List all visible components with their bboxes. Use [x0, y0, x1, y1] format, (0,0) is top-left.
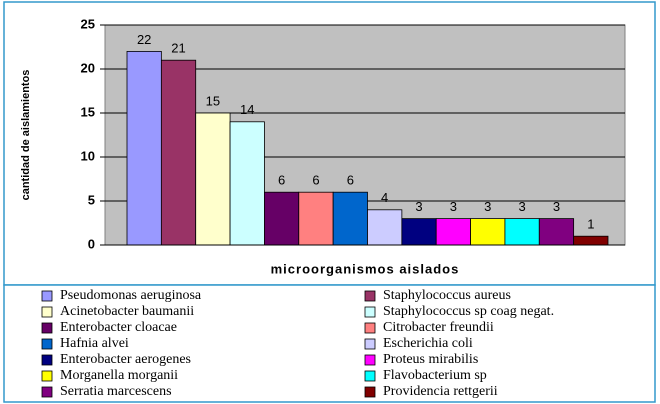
- legend-swatch: [41, 290, 53, 302]
- bar: [470, 218, 506, 246]
- legend-swatch: [364, 354, 376, 366]
- bar: [367, 209, 403, 246]
- data-label: 3: [518, 199, 525, 214]
- data-label: 6: [278, 173, 285, 188]
- data-label: 3: [450, 199, 457, 214]
- y-tick-label: 15: [81, 104, 95, 119]
- bar: [126, 51, 162, 246]
- data-label: 3: [484, 199, 491, 214]
- y-tick-label: 0: [88, 236, 95, 251]
- legend-label: Proteus mirabilis: [383, 352, 478, 367]
- legend-label: Citrobacter freundii: [383, 320, 494, 335]
- bar: [401, 218, 437, 246]
- bar: [160, 59, 197, 246]
- bar: [264, 191, 300, 246]
- legend-label: Providencia rettgerii: [383, 384, 498, 399]
- legend-swatch: [364, 338, 376, 350]
- data-label: 22: [137, 32, 151, 47]
- x-axis-label: microorganismos aislados: [271, 261, 460, 276]
- legend-swatch: [364, 386, 376, 398]
- data-label: 6: [312, 173, 319, 188]
- y-tick-label: 20: [81, 60, 95, 75]
- legend-swatch: [41, 370, 53, 382]
- bar: [298, 191, 334, 246]
- y-tick-label: 5: [88, 192, 95, 207]
- legend-label: Flavobacterium sp: [383, 368, 487, 383]
- bar: [573, 235, 609, 246]
- legend-label: Serratia marcescens: [60, 384, 172, 399]
- bar: [435, 218, 471, 246]
- legend-label: Staphylococcus aureus: [383, 288, 511, 303]
- legend-label: Enterobacter aerogenes: [60, 352, 191, 367]
- bar: [538, 218, 575, 246]
- bar: [229, 121, 265, 246]
- data-label: 14: [240, 102, 254, 117]
- legend-swatch: [41, 386, 53, 398]
- bar: [195, 112, 231, 246]
- bar: [332, 191, 368, 246]
- data-label: 6: [347, 173, 354, 188]
- legend-label: Staphylococcus sp coag negat.: [383, 304, 554, 319]
- legend-swatch: [364, 322, 376, 334]
- legend-swatch: [364, 370, 376, 382]
- y-axis-label: cantidad de aislamientos: [20, 70, 32, 201]
- data-label: 4: [381, 190, 388, 205]
- legend-swatch: [41, 338, 53, 350]
- legend-swatch: [41, 354, 53, 366]
- legend-swatch: [364, 306, 376, 318]
- bar: [504, 218, 540, 246]
- data-label: 1: [587, 217, 594, 232]
- legend-swatch: [364, 290, 376, 302]
- legend-label: Hafnia alvei: [60, 336, 129, 351]
- legend-label: Escherichia coli: [383, 336, 473, 351]
- y-tick-label: 25: [81, 16, 95, 31]
- legend-frame: [3, 284, 656, 403]
- data-label: 21: [171, 41, 185, 56]
- legend-swatch: [41, 322, 53, 334]
- data-label: 3: [415, 199, 422, 214]
- y-tick-label: 10: [81, 148, 95, 163]
- data-label: 15: [206, 93, 220, 108]
- legend-label: Pseudomonas aeruginosa: [60, 288, 202, 303]
- legend-label: Acinetobacter baumanii: [60, 304, 194, 319]
- legend-label: Enterobacter cloacae: [60, 320, 177, 335]
- data-label: 3: [553, 199, 560, 214]
- legend-label: Morganella morganii: [60, 368, 178, 383]
- legend-swatch: [41, 306, 53, 318]
